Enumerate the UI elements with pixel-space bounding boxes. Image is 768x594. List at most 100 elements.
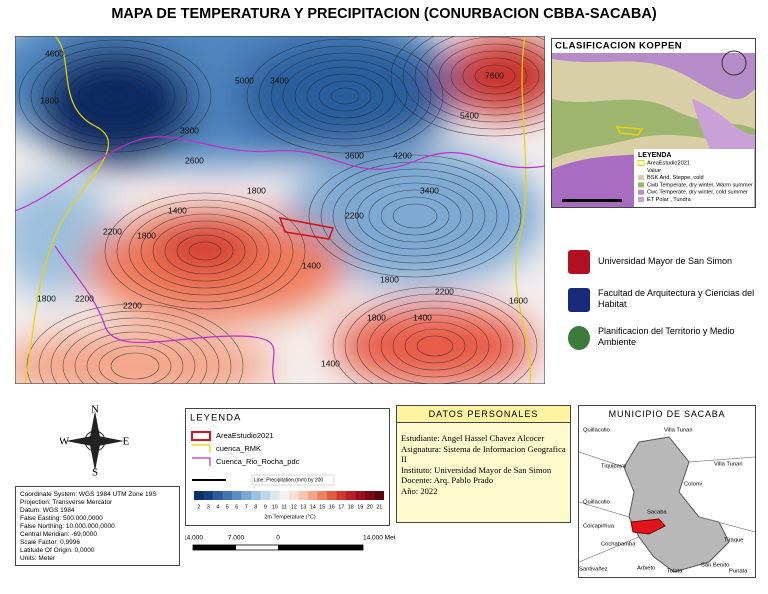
colorbar-swatch [308, 491, 318, 500]
contour-line [246, 38, 444, 154]
koppen-title: CLASIFICACION KOPPEN [555, 41, 682, 52]
colorbar-tick-label: 4 [216, 504, 219, 510]
contour-line [392, 321, 478, 371]
logo-label: Facultad de Arquitectura y Ciencias del … [598, 288, 755, 309]
colorbar-swatch [213, 491, 223, 500]
contour-line [74, 331, 196, 384]
contour-label: 3800 [180, 125, 199, 135]
contour-label: 7600 [485, 70, 504, 80]
contour-line [404, 328, 466, 364]
coordinate-line: Central Meridian: -69,0000 [20, 531, 97, 538]
contour-label: 2600 [185, 155, 204, 165]
title: MAPA DE TEMPERATURA Y PRECIPITACION (CON… [111, 6, 657, 22]
coordinate-line: Latitude Of Origin: 0,0000 [20, 547, 95, 554]
contour-line [368, 189, 462, 243]
contour-label: 3600 [345, 150, 364, 160]
colorbar-tick-label: 16 [329, 504, 335, 510]
contour-line [380, 314, 490, 378]
coordinate-line: Units: Meter [20, 555, 56, 562]
colorbar-swatch [355, 491, 365, 500]
place-label: Tolata [667, 569, 683, 575]
colorbar-tick-label: 20 [367, 504, 373, 510]
compass: N S W E [60, 405, 130, 477]
contour-line [98, 345, 172, 384]
colorbar-swatch [327, 491, 337, 500]
contour-label: 1400 [321, 358, 340, 368]
municipio-map: Quillacollo Villa Tunari Tiquipaya Villa Tu… [579, 422, 755, 577]
contour-label: 1800 [37, 293, 56, 303]
compass-n: N [91, 405, 99, 416]
colorbar-swatch [222, 491, 232, 500]
contour-line [78, 74, 152, 118]
contour-label: 1800 [137, 230, 156, 240]
koppen-legend-item: AreaEstudio2021 [647, 160, 690, 166]
colorbar-swatch [251, 491, 261, 500]
colorbar-tick-label: 7 [245, 504, 248, 510]
colorbar-swatch [317, 491, 327, 500]
colorbar-swatch [260, 491, 270, 500]
contour-line [104, 192, 306, 310]
contour-label: 4200 [393, 150, 412, 160]
contour-line [140, 213, 270, 289]
contour-label: 1800 [367, 312, 386, 322]
coordinate-line: Datum: WGS 1984 [20, 507, 75, 514]
legend-swatch [192, 457, 211, 466]
contour-line [416, 335, 454, 357]
place-label: Quillacollo [583, 500, 610, 506]
contour-line [356, 182, 474, 250]
colorbar-swatch [289, 491, 299, 500]
legend-title: LEYENDA [190, 413, 241, 424]
contour-label: 3400 [420, 185, 439, 195]
koppen-legend-item: Cwb Temperate, dry winter, Warm summer [647, 182, 753, 188]
colorbar-tick-label: 15 [319, 504, 325, 510]
contour-label: 2200 [123, 300, 142, 310]
contour-line [330, 87, 360, 105]
contour-line [474, 64, 516, 88]
koppen-swatch [638, 197, 644, 202]
koppen-map: CLASIFICACION KOPPEN LEYENDA AreaEstudio… [552, 39, 755, 207]
colorbar-swatch [241, 491, 251, 500]
place-label: Villa Tunari [714, 462, 743, 468]
coordinate-line: Scale Factor: 0,9996 [20, 539, 80, 546]
legend-box: LEYENDA AreaEstudio2021 cuenca_RMK Cuenca_… [185, 408, 390, 526]
personal-line: Año: 2022 [401, 485, 438, 496]
place-label: Cochabamba [601, 542, 636, 548]
colorbar-swatch [279, 491, 289, 500]
contour-label: 2200 [103, 226, 122, 236]
contour-label: 5000 [235, 75, 254, 85]
contour-line [332, 286, 538, 384]
logo-icon [568, 326, 590, 350]
koppen-legend-item: Cwc Temperate, dry winter, cold summer [647, 190, 748, 196]
contour-line [294, 66, 396, 126]
contour-line [188, 241, 222, 261]
contour-line [414, 36, 545, 123]
contour-line [402, 36, 545, 130]
contour-label: 2200 [345, 210, 364, 220]
colorbar-tick-label: 19 [357, 504, 363, 510]
contour-line [390, 36, 545, 137]
logo-label: Universidad Mayor de San Simon [598, 256, 733, 266]
scale-label: 14.000 Meters [363, 535, 395, 542]
contour-line [308, 154, 522, 278]
contour-line [86, 338, 184, 384]
contour-line [176, 234, 234, 268]
legend-swatch [192, 444, 211, 453]
contour-line [450, 50, 540, 102]
contour-label: 1400 [302, 260, 321, 270]
personal-line: Docente: Arq. Pablo Prado [401, 475, 494, 485]
scale-bar: 14.000 7.000 0 14.000 Meters [185, 535, 395, 551]
scale-label: 14.000 [185, 535, 203, 542]
colorbar-swatch [232, 491, 242, 500]
colorbar-tick-label: 5 [226, 504, 229, 510]
contour-line [380, 196, 450, 236]
contour-line [26, 303, 244, 384]
contour-line [438, 43, 545, 109]
contour-line [42, 53, 188, 139]
compass-s: S [92, 467, 98, 477]
main-map: 4600 1800 5000 3400 7600 5400 3800 2600 3600 4200… [15, 36, 545, 384]
compass-w: W [60, 436, 70, 448]
contour-line [318, 80, 372, 112]
place-label: Tiquipaya [601, 464, 627, 470]
koppen-legend-title: LEYENDA [638, 152, 671, 159]
scale-label: 0 [276, 535, 280, 542]
